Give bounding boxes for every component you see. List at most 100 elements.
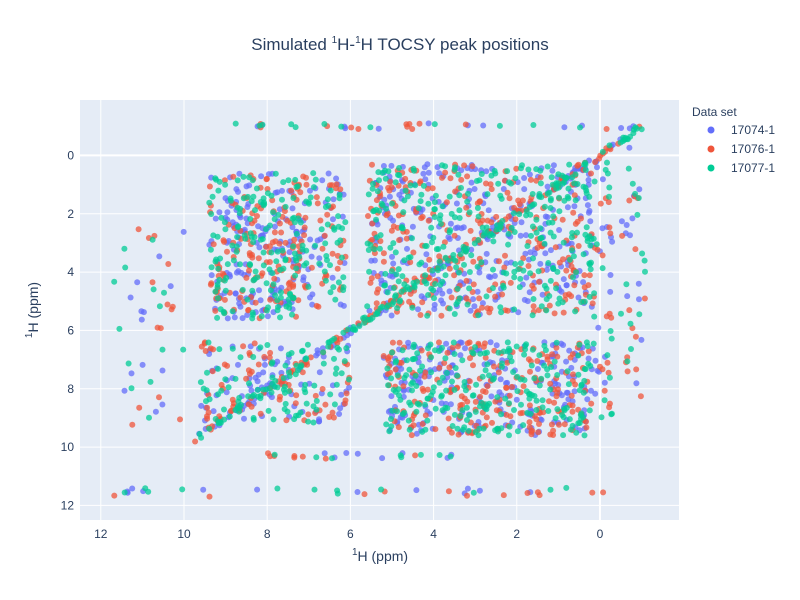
data-point xyxy=(322,277,329,284)
data-point xyxy=(441,360,448,366)
data-point xyxy=(482,367,489,374)
data-point xyxy=(431,199,438,206)
data-point xyxy=(303,181,310,188)
data-point xyxy=(450,252,457,258)
data-point xyxy=(553,344,560,351)
data-point xyxy=(272,292,279,299)
data-point xyxy=(638,336,645,343)
data-point xyxy=(439,203,446,210)
data-point xyxy=(486,309,493,316)
data-point xyxy=(507,279,514,286)
data-point xyxy=(310,184,317,191)
data-point xyxy=(291,250,298,257)
data-point xyxy=(552,244,559,251)
data-point xyxy=(513,343,520,350)
data-point xyxy=(627,320,634,327)
data-point xyxy=(384,365,391,372)
data-point xyxy=(216,276,223,283)
data-point xyxy=(542,213,549,220)
data-point xyxy=(246,380,252,387)
data-point xyxy=(585,209,592,216)
data-point xyxy=(559,412,566,418)
data-point xyxy=(533,216,540,223)
data-point xyxy=(252,207,258,214)
data-point xyxy=(272,170,279,177)
legend-item-17077-1[interactable]: 17077-1 xyxy=(707,161,776,175)
data-point xyxy=(264,342,271,348)
data-point xyxy=(473,381,480,388)
data-point xyxy=(484,383,491,390)
data-point xyxy=(373,300,380,307)
data-point xyxy=(274,358,281,365)
data-point xyxy=(164,301,171,308)
legend-item-17074-1[interactable]: 17074-1 xyxy=(707,123,776,137)
data-point xyxy=(483,180,489,187)
legend-item-17076-1[interactable]: 17076-1 xyxy=(707,142,776,156)
data-point xyxy=(369,161,375,168)
data-point xyxy=(396,165,403,171)
data-point xyxy=(541,362,548,369)
data-point xyxy=(479,217,486,224)
data-point xyxy=(428,354,435,361)
data-point xyxy=(508,224,515,231)
data-point xyxy=(147,378,154,385)
data-point xyxy=(463,404,470,411)
data-point xyxy=(505,230,512,237)
data-point xyxy=(243,274,250,281)
data-point xyxy=(180,228,187,235)
data-point xyxy=(390,260,397,267)
data-point xyxy=(392,249,399,256)
data-point xyxy=(639,250,646,257)
data-point xyxy=(489,419,495,426)
data-point xyxy=(227,197,234,204)
data-point xyxy=(329,274,336,281)
data-point xyxy=(383,212,390,219)
data-point xyxy=(490,376,496,383)
data-point xyxy=(576,341,583,348)
data-point xyxy=(449,344,456,351)
data-point xyxy=(484,191,491,198)
data-point xyxy=(489,285,496,292)
data-point xyxy=(377,232,384,239)
data-point xyxy=(462,345,468,352)
data-point xyxy=(599,148,606,155)
data-point xyxy=(305,411,312,418)
data-point xyxy=(560,342,567,348)
data-point xyxy=(443,387,450,394)
data-point xyxy=(418,191,425,198)
data-point xyxy=(530,303,537,310)
data-point xyxy=(389,200,395,207)
data-point xyxy=(598,414,605,421)
data-point xyxy=(422,176,429,183)
data-point xyxy=(588,387,594,394)
data-point xyxy=(585,355,592,362)
data-point xyxy=(474,263,481,270)
data-point xyxy=(449,423,456,429)
data-point xyxy=(392,388,399,395)
data-point xyxy=(229,345,236,352)
data-point xyxy=(406,399,413,406)
data-point xyxy=(425,292,432,298)
data-point xyxy=(255,393,262,400)
data-point xyxy=(386,187,393,194)
chart-title: Simulated 1H-1H TOCSY peak positions xyxy=(251,35,548,54)
data-point xyxy=(473,178,480,184)
data-point xyxy=(437,220,444,227)
data-point xyxy=(533,229,540,236)
data-point xyxy=(334,490,341,497)
data-point xyxy=(340,287,347,294)
data-point xyxy=(282,239,289,246)
data-point xyxy=(413,383,420,389)
data-point xyxy=(498,411,505,418)
data-point xyxy=(446,265,453,272)
data-point xyxy=(472,344,478,351)
data-point xyxy=(479,373,486,380)
data-point xyxy=(457,251,464,258)
data-point xyxy=(369,185,376,192)
data-point xyxy=(380,163,387,169)
data-point xyxy=(479,304,485,311)
data-point xyxy=(550,213,557,220)
data-point xyxy=(261,361,268,368)
data-point xyxy=(538,375,545,382)
data-point xyxy=(470,296,477,303)
